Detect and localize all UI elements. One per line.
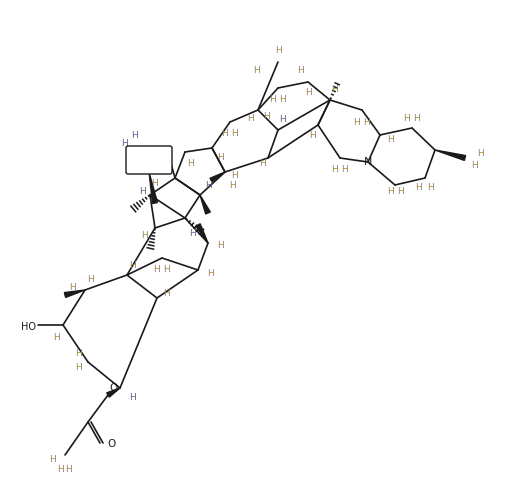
Text: H: H (232, 128, 238, 137)
Text: H: H (354, 118, 361, 126)
Text: H: H (332, 164, 338, 174)
Text: H: H (416, 183, 422, 192)
Text: H: H (189, 229, 196, 238)
Polygon shape (65, 290, 85, 297)
Text: H: H (296, 65, 304, 74)
Text: H: H (396, 187, 403, 196)
Polygon shape (196, 224, 208, 243)
Text: H: H (121, 139, 127, 148)
Text: H: H (472, 161, 478, 171)
Text: H: H (53, 333, 60, 343)
Text: H: H (280, 115, 286, 124)
FancyBboxPatch shape (126, 146, 172, 174)
Text: H: H (341, 164, 348, 174)
Text: H: H (387, 135, 393, 144)
Text: H: H (263, 112, 269, 121)
Text: H: H (164, 266, 170, 275)
Polygon shape (107, 388, 120, 397)
Text: H: H (280, 95, 286, 104)
Text: H: H (153, 266, 160, 275)
Text: H: H (259, 159, 265, 169)
Text: H: H (129, 261, 135, 270)
Text: H: H (221, 128, 227, 137)
Text: Abs: Abs (141, 155, 157, 164)
Polygon shape (149, 172, 158, 204)
Text: H: H (427, 183, 433, 192)
Text: H: H (306, 88, 313, 97)
Text: H: H (217, 240, 223, 249)
Text: H: H (166, 163, 172, 173)
Text: O: O (108, 439, 116, 449)
Text: H: H (478, 148, 484, 157)
Text: H: H (230, 182, 236, 191)
Text: H: H (57, 464, 63, 473)
Text: H: H (275, 45, 281, 54)
Text: H: H (232, 171, 238, 180)
Text: HO: HO (22, 322, 36, 332)
Text: H: H (246, 114, 254, 123)
Text: H: H (150, 179, 158, 188)
Text: H: H (364, 118, 370, 126)
Text: H: H (403, 114, 411, 123)
Text: H: H (141, 231, 148, 240)
Polygon shape (200, 195, 210, 214)
Text: H: H (207, 270, 214, 279)
Text: H: H (129, 392, 135, 401)
Text: H: H (269, 95, 275, 104)
Polygon shape (435, 150, 466, 160)
Text: H: H (139, 187, 145, 196)
Text: H: H (331, 85, 337, 94)
Text: H: H (70, 283, 76, 292)
Text: H: H (76, 364, 82, 373)
Text: H: H (188, 158, 194, 167)
Text: H: H (387, 187, 393, 196)
Text: H: H (252, 65, 260, 74)
Text: H: H (217, 152, 223, 161)
Polygon shape (210, 172, 225, 182)
Text: O: O (109, 383, 117, 393)
Text: H: H (205, 182, 212, 191)
Text: H: H (131, 131, 137, 140)
Text: H: H (87, 275, 93, 284)
Text: H: H (65, 464, 71, 473)
Text: H: H (310, 130, 316, 139)
Text: H: H (414, 114, 420, 123)
Text: H: H (164, 289, 170, 297)
Text: H: H (49, 456, 57, 464)
Text: N: N (364, 157, 372, 167)
Text: H: H (76, 349, 82, 358)
